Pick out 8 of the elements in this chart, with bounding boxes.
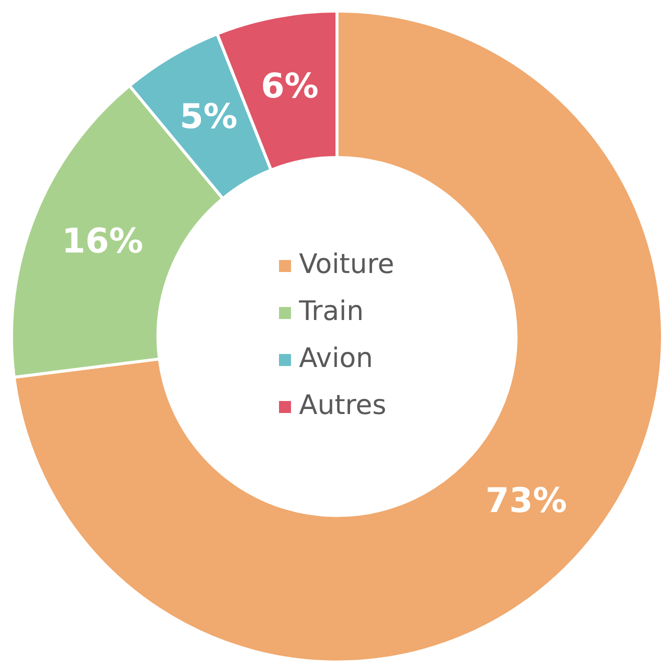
legend-label: Train <box>298 296 364 328</box>
data-label: 5% <box>180 97 238 138</box>
data-label: 73% <box>486 481 567 522</box>
legend-label: Autres <box>299 390 386 422</box>
data-label: 6% <box>260 66 319 107</box>
legend-label: Avion <box>299 343 373 374</box>
legend-label: Voiture <box>299 249 394 280</box>
data-label: 16% <box>62 221 144 262</box>
